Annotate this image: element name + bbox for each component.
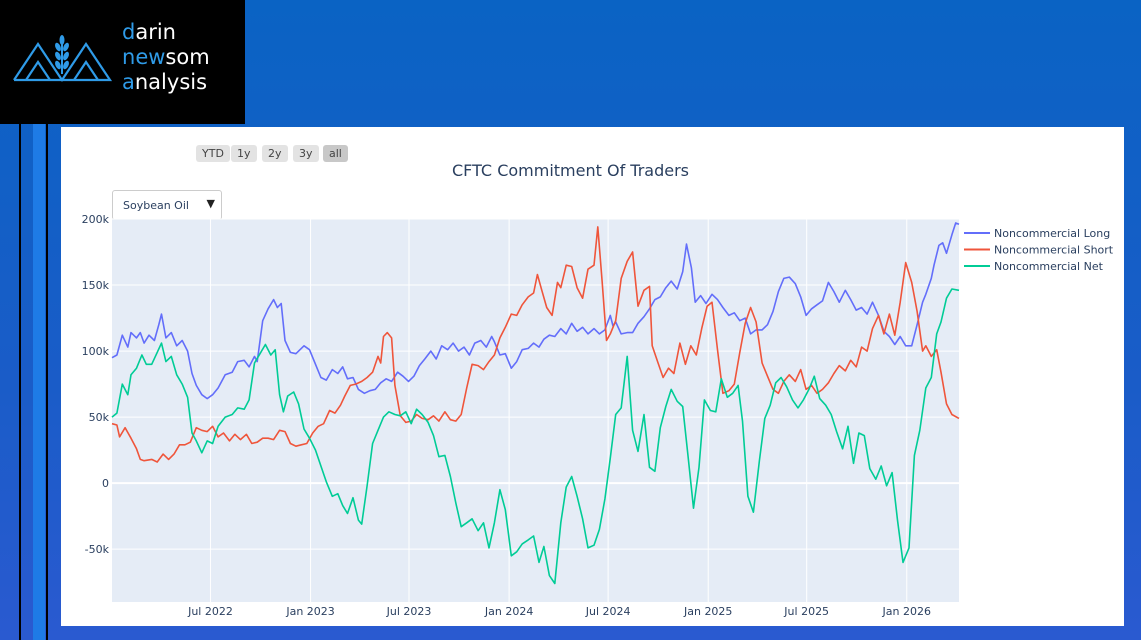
logo-line-newsom: newsom [122, 45, 210, 69]
range-button-3y[interactable]: 3y [293, 145, 319, 162]
left-stripe-blue [33, 124, 45, 640]
range-button-2y[interactable]: 2y [262, 145, 288, 162]
dropdown-selected-label: Soybean Oil [123, 199, 189, 212]
wheat-mountains-icon [13, 35, 113, 82]
range-button-all[interactable]: all [323, 145, 348, 162]
logo-line-darin: darin [122, 20, 176, 44]
left-stripe [46, 124, 48, 640]
logo: darin newsom analysis [0, 0, 245, 124]
logo-wordmark: darin newsom analysis [122, 20, 210, 95]
chart-title: CFTC Commitment Of Traders [452, 161, 689, 180]
logo-line-analysis: analysis [122, 70, 208, 94]
range-button-ytd[interactable]: YTD [196, 145, 230, 162]
range-button-1y[interactable]: 1y [231, 145, 257, 162]
left-stripe [19, 124, 21, 640]
chevron-down-icon: ▼ [206, 197, 215, 210]
commodity-dropdown[interactable]: Soybean Oil ▼ [112, 190, 222, 220]
